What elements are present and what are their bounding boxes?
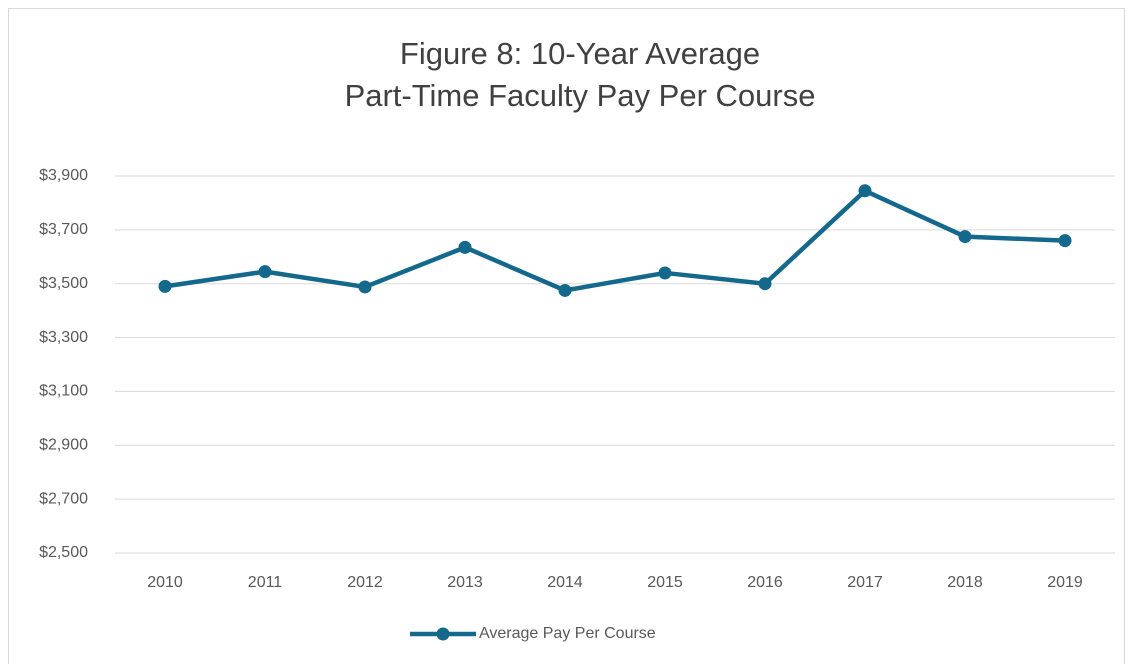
y-tick-label: $3,500 xyxy=(39,275,88,292)
y-tick-label: $2,900 xyxy=(39,437,88,454)
x-tick-label: 2011 xyxy=(248,574,283,591)
y-tick-label: $3,100 xyxy=(39,383,88,400)
data-point xyxy=(558,283,572,297)
y-tick-label: $2,500 xyxy=(39,544,88,561)
chart-border xyxy=(8,8,1125,664)
x-tick-label: 2017 xyxy=(847,574,883,591)
y-tick-label: $3,700 xyxy=(39,221,88,238)
chart-title: Part-Time Faculty Pay Per Course xyxy=(345,78,816,113)
x-tick-label: 2010 xyxy=(147,574,183,591)
data-point xyxy=(1058,234,1072,248)
data-point xyxy=(858,184,872,198)
data-point xyxy=(458,240,472,254)
y-tick-label: $3,300 xyxy=(39,329,88,346)
x-tick-label: 2018 xyxy=(947,574,983,591)
y-tick-label: $2,700 xyxy=(39,490,88,507)
x-tick-label: 2015 xyxy=(647,574,683,591)
x-tick-label: 2012 xyxy=(347,574,383,591)
legend-label: Average Pay Per Course xyxy=(479,625,656,642)
legend-marker xyxy=(436,627,450,641)
x-tick-label: 2019 xyxy=(1047,574,1083,591)
data-point xyxy=(958,230,972,244)
data-point xyxy=(258,265,272,279)
data-point xyxy=(358,280,372,294)
data-point xyxy=(158,279,172,293)
x-tick-label: 2013 xyxy=(447,574,483,591)
x-tick-label: 2016 xyxy=(747,574,783,591)
series-line xyxy=(164,188,1066,293)
x-tick-label: 2014 xyxy=(547,574,583,591)
data-point xyxy=(758,277,772,291)
chart-title: Figure 8: 10-Year Average xyxy=(400,36,760,71)
y-tick-label: $3,900 xyxy=(39,167,88,184)
data-point xyxy=(658,266,672,280)
